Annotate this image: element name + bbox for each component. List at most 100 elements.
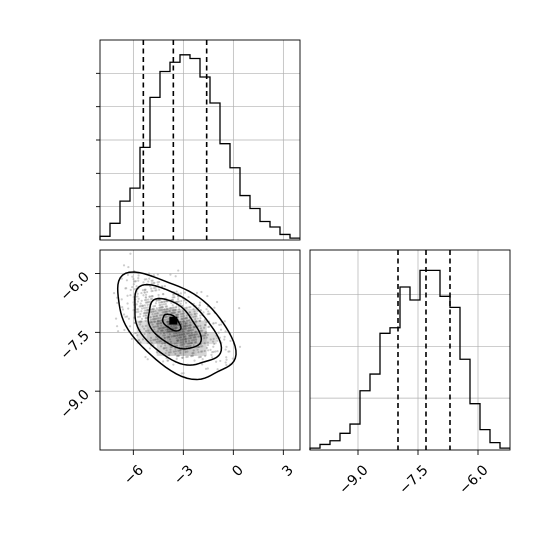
scatter-point: [140, 310, 143, 313]
scatter-point: [161, 303, 164, 306]
density-cell: [176, 332, 187, 345]
scatter-point: [155, 335, 158, 338]
scatter-point: [187, 337, 190, 340]
scatter-point: [170, 301, 173, 305]
density-cell: [176, 320, 187, 333]
scatter-point: [160, 314, 163, 317]
joint-y-tick-label: −7.5: [57, 328, 92, 363]
scatter-point: [156, 330, 160, 333]
scatter-point: [128, 325, 132, 328]
scatter-point: [190, 313, 193, 316]
scatter-point: [137, 315, 140, 319]
scatter-point: [189, 324, 192, 327]
scatter-point: [170, 312, 173, 315]
scatter-point: [192, 349, 195, 352]
scatter-point: [178, 336, 181, 339]
right-histogram-step: [309, 269, 510, 450]
density-cell: [186, 332, 197, 345]
marginal-histogram-y: −9.0 −7.5 −6.0: [309, 249, 511, 498]
scatter-point: [143, 278, 146, 281]
scatter-point: [173, 311, 176, 314]
scatter-point: [143, 327, 146, 330]
scatter-point: [175, 357, 178, 360]
right-x-tick-label: −6.0: [456, 462, 491, 497]
scatter-point: [121, 308, 125, 311]
scatter-point: [152, 274, 155, 277]
scatter-point: [184, 317, 187, 320]
scatter-point: [179, 292, 183, 295]
scatter-point: [174, 326, 178, 330]
scatter-point: [189, 342, 192, 345]
scatter-point: [148, 331, 151, 335]
scatter-point: [190, 334, 193, 337]
joint-y-ticks: −6.0 −7.5 −9.0: [57, 269, 100, 422]
scatter-point: [131, 285, 134, 289]
scatter-point: [159, 345, 163, 348]
scatter-point: [122, 313, 126, 316]
scatter-point: [203, 336, 206, 340]
scatter-point: [196, 348, 199, 351]
scatter-point: [179, 312, 182, 316]
scatter-point: [158, 288, 161, 291]
scatter-point: [152, 307, 156, 310]
scatter-point: [162, 331, 166, 334]
scatter-point: [199, 324, 202, 327]
scatter-point: [174, 350, 177, 353]
right-histogram-frame: [309, 249, 511, 451]
scatter-point: [147, 272, 151, 275]
scatter-point: [203, 342, 206, 345]
scatter-point: [149, 339, 152, 342]
scatter-point: [146, 306, 149, 309]
scatter-point: [135, 311, 138, 314]
scatter-point: [164, 328, 167, 332]
scatter-point: [127, 265, 130, 269]
scatter-point: [181, 346, 185, 349]
density-cell: [156, 320, 167, 333]
scatter-point: [198, 304, 201, 307]
scatter-point: [184, 322, 187, 325]
marginal-histogram-x: [96, 39, 301, 241]
scatter-point: [193, 310, 196, 313]
scatter-point: [149, 316, 152, 319]
scatter-point: [200, 329, 203, 332]
scatter-point: [182, 333, 185, 336]
density-cell: [146, 320, 157, 333]
scatter-point: [126, 273, 130, 277]
scatter-point: [152, 338, 155, 342]
scatter-point: [144, 317, 148, 320]
scatter-point: [151, 289, 154, 293]
scatter-point: [186, 345, 189, 348]
scatter-point: [142, 307, 146, 310]
scatter-point: [146, 303, 149, 306]
scatter-point: [204, 367, 208, 370]
scatter-point: [185, 301, 188, 304]
scatter-point: [145, 309, 148, 312]
scatter-point: [155, 289, 158, 292]
scatter-point: [204, 354, 207, 358]
scatter-point: [155, 351, 158, 354]
scatter-point: [182, 320, 185, 323]
scatter-point: [151, 318, 154, 321]
right-x-tick-label: −9.0: [336, 462, 371, 497]
scatter-point: [228, 350, 231, 353]
scatter-point: [156, 273, 159, 276]
scatter-point: [172, 332, 176, 335]
scatter-point: [137, 310, 140, 313]
scatter-point: [114, 317, 118, 320]
scatter-point: [238, 307, 241, 310]
density-cell: [176, 344, 187, 356]
scatter-point: [225, 363, 228, 367]
scatter-point: [172, 309, 175, 312]
scatter-point: [167, 330, 170, 333]
joint-y-tick-label: −6.0: [57, 269, 92, 304]
scatter-point: [219, 323, 223, 326]
scatter-point: [158, 327, 161, 330]
scatter-point: [162, 303, 166, 306]
scatter-point: [170, 325, 173, 328]
scatter-point: [144, 306, 147, 309]
scatter-point: [191, 354, 195, 357]
scatter-point: [150, 282, 153, 285]
scatter-point: [150, 297, 154, 300]
scatter-point: [182, 372, 185, 375]
joint-contours: [116, 271, 237, 381]
